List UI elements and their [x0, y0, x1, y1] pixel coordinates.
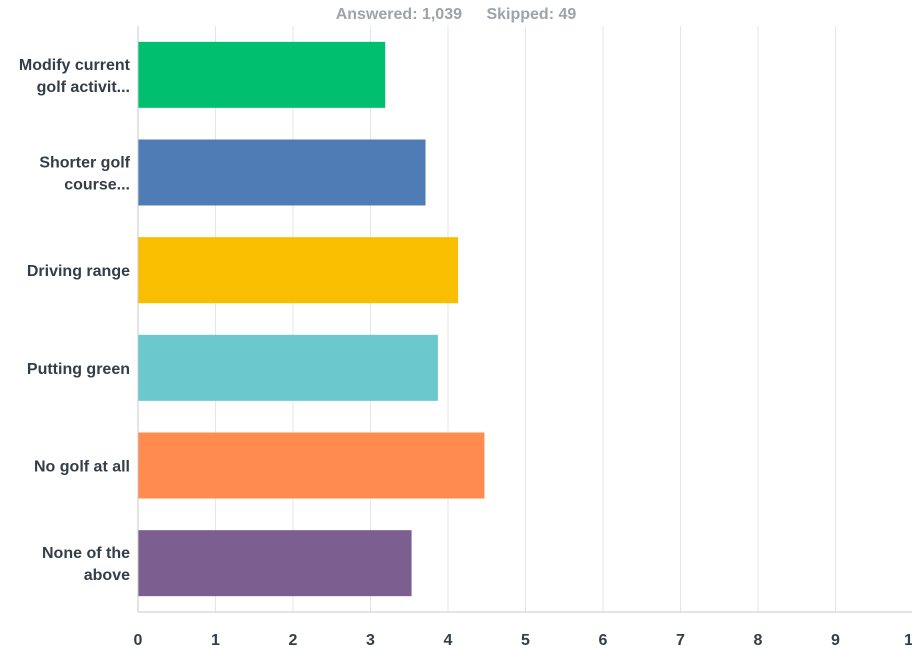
x-tick-label-6: 6: [599, 632, 608, 649]
bar-0: [138, 41, 386, 108]
answered-count: Answered: 1,039: [335, 6, 462, 23]
x-tick-label-3: 3: [366, 632, 375, 649]
x-tick-label-5: 5: [521, 632, 530, 649]
category-label-5-1: above: [84, 567, 130, 584]
x-tick-label-8: 8: [754, 632, 763, 649]
x-tick-label-2: 2: [289, 632, 298, 649]
bar-5: [138, 530, 412, 597]
category-label-3-0: Putting green: [27, 361, 130, 378]
bar-3: [138, 334, 438, 401]
category-label-1-1: course...: [64, 177, 130, 194]
x-tick-label-7: 7: [676, 632, 685, 649]
x-tick-label-1: 1: [211, 632, 220, 649]
x-tick-label-10: 10: [904, 632, 912, 649]
x-tick-label-0: 0: [134, 632, 143, 649]
bar-2: [138, 237, 459, 304]
category-label-5-0: None of the: [42, 545, 130, 562]
bar-4: [138, 432, 485, 499]
category-label-4-0: No golf at all: [34, 459, 130, 476]
skipped-count: Skipped: 49: [486, 6, 577, 23]
bar-1: [138, 139, 426, 206]
x-tick-label-9: 9: [831, 632, 840, 649]
response-summary: Answered: 1,039 Skipped: 49: [0, 6, 912, 24]
category-label-1-0: Shorter golf: [39, 155, 130, 172]
category-label-2-0: Driving range: [27, 263, 130, 280]
x-tick-label-4: 4: [444, 632, 453, 649]
category-label-0-1: golf activit...: [37, 79, 130, 96]
category-label-0-0: Modify current: [19, 57, 131, 74]
